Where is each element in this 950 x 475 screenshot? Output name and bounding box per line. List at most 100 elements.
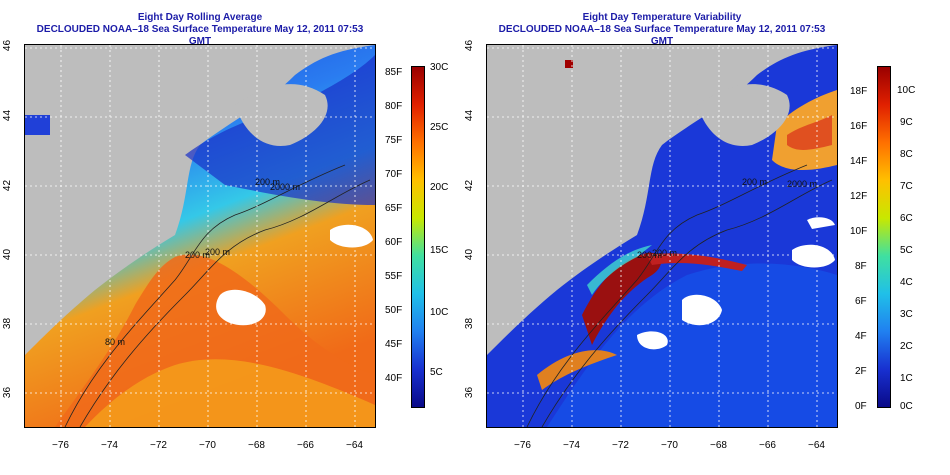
cb-c-label: 25C (430, 122, 449, 133)
cb-f-label: 12F (850, 191, 868, 202)
lon-label: −72 (612, 440, 629, 451)
cloud (216, 289, 266, 326)
lon-label: −76 (514, 440, 531, 451)
cb-f-label: 65F (385, 203, 403, 214)
cb-c-label: 5C (430, 367, 443, 378)
left-subtitle: DECLOUDED NOAA–18 Sea Surface Temperatur… (36, 24, 364, 47)
lat-label: 38 (2, 317, 14, 330)
lon-label: −66 (297, 440, 314, 451)
depth-contour (64, 164, 346, 427)
cold-patch (25, 115, 50, 135)
cb-f-label: 80F (385, 101, 403, 112)
cb-f-label: 2F (855, 366, 867, 377)
cb-c-label: 4C (900, 277, 913, 288)
cb-f-label: 14F (850, 156, 868, 167)
right-title: Eight Day Temperature Variability (582, 12, 742, 23)
cb-f-label: 75F (385, 135, 403, 146)
lat-label: 44 (464, 109, 476, 122)
cb-c-label: 30C (430, 62, 449, 73)
cb-c-label: 7C (900, 181, 913, 192)
cb-f-label: 0F (855, 401, 867, 412)
hot-spot (565, 60, 573, 68)
contour-label: 200 m (205, 247, 230, 257)
lat-label: 40 (464, 248, 476, 261)
cb-c-label: 15C (430, 245, 449, 256)
lat-label: 36 (464, 386, 476, 399)
lon-label: −64 (346, 440, 363, 451)
contour-label: 80 m (105, 337, 125, 347)
cb-c-label: 8C (900, 149, 913, 160)
cloud (807, 217, 835, 229)
lon-label: −76 (52, 440, 69, 451)
right-subtitle: DECLOUDED NOAA–18 Sea Surface Temperatur… (498, 24, 826, 47)
cb-f-label: 45F (385, 339, 403, 350)
cb-c-label: 10C (430, 307, 449, 318)
low-variability (587, 245, 652, 295)
contour-label: 200 m (652, 248, 677, 258)
cb-c-label: 6C (900, 213, 913, 224)
cb-f-label: 85F (385, 67, 403, 78)
cb-f-label: 50F (385, 305, 403, 316)
cb-c-label: 9C (900, 117, 913, 128)
lon-label: −68 (248, 440, 265, 451)
moderate-variability (787, 115, 832, 150)
high-variability-band (647, 253, 747, 271)
contour-label: 2000 m (270, 182, 300, 192)
cb-f-label: 6F (855, 296, 867, 307)
lon-label: −72 (150, 440, 167, 451)
nova-scotia-land (235, 84, 328, 146)
contour-label: 200 m (742, 177, 767, 187)
depth-contour (79, 179, 371, 427)
cloud (637, 331, 668, 350)
depth-contour (541, 179, 833, 427)
cb-c-label: 5C (900, 245, 913, 256)
moderate-variability (537, 350, 617, 390)
lon-label: −74 (563, 440, 580, 451)
left-title: Eight Day Rolling Average (137, 12, 263, 23)
ocean-variability (547, 263, 837, 427)
lon-label: −66 (759, 440, 776, 451)
cloud (792, 244, 835, 268)
right-variability-map[interactable]: 200 m 2000 m 200 m 200 m (486, 44, 838, 428)
lon-label: −68 (710, 440, 727, 451)
lat-label: 36 (2, 386, 14, 399)
lat-label: 42 (2, 179, 14, 192)
cloud (330, 224, 373, 248)
cb-c-label: 0C (900, 401, 913, 412)
nova-scotia-land (697, 84, 790, 146)
lon-label: −70 (661, 440, 678, 451)
cloud (682, 294, 722, 326)
left-colorbar (411, 66, 425, 408)
cb-f-label: 40F (385, 373, 403, 384)
lat-label: 46 (2, 39, 14, 52)
cb-f-label: 18F (850, 86, 868, 97)
high-variability-band (582, 252, 662, 345)
contour-label: 200 m (185, 250, 210, 260)
contour-label: 2000 m (787, 179, 817, 189)
left-sst-map[interactable]: 200 m 2000 m 200 m 200 m 80 m (24, 44, 376, 428)
lat-label: 46 (464, 39, 476, 52)
lon-label: −64 (808, 440, 825, 451)
cb-f-label: 55F (385, 271, 403, 282)
contour-label: 200 m (637, 250, 662, 260)
cb-f-label: 16F (850, 121, 868, 132)
cb-f-label: 8F (855, 261, 867, 272)
lat-label: 40 (2, 248, 14, 261)
cb-f-label: 70F (385, 169, 403, 180)
lat-label: 38 (464, 317, 476, 330)
depth-contour (526, 164, 808, 427)
lat-label: 44 (2, 109, 14, 122)
lon-label: −74 (101, 440, 118, 451)
cb-f-label: 10F (850, 226, 868, 237)
cb-c-label: 2C (900, 341, 913, 352)
contour-label: 200 m (255, 177, 280, 187)
right-colorbar (877, 66, 891, 408)
cb-c-label: 1C (900, 373, 913, 384)
cb-c-label: 20C (430, 182, 449, 193)
cb-f-label: 60F (385, 237, 403, 248)
cb-c-label: 10C (897, 85, 916, 96)
lat-label: 42 (464, 179, 476, 192)
lon-label: −70 (199, 440, 216, 451)
cb-f-label: 4F (855, 331, 867, 342)
cb-c-label: 3C (900, 309, 913, 320)
